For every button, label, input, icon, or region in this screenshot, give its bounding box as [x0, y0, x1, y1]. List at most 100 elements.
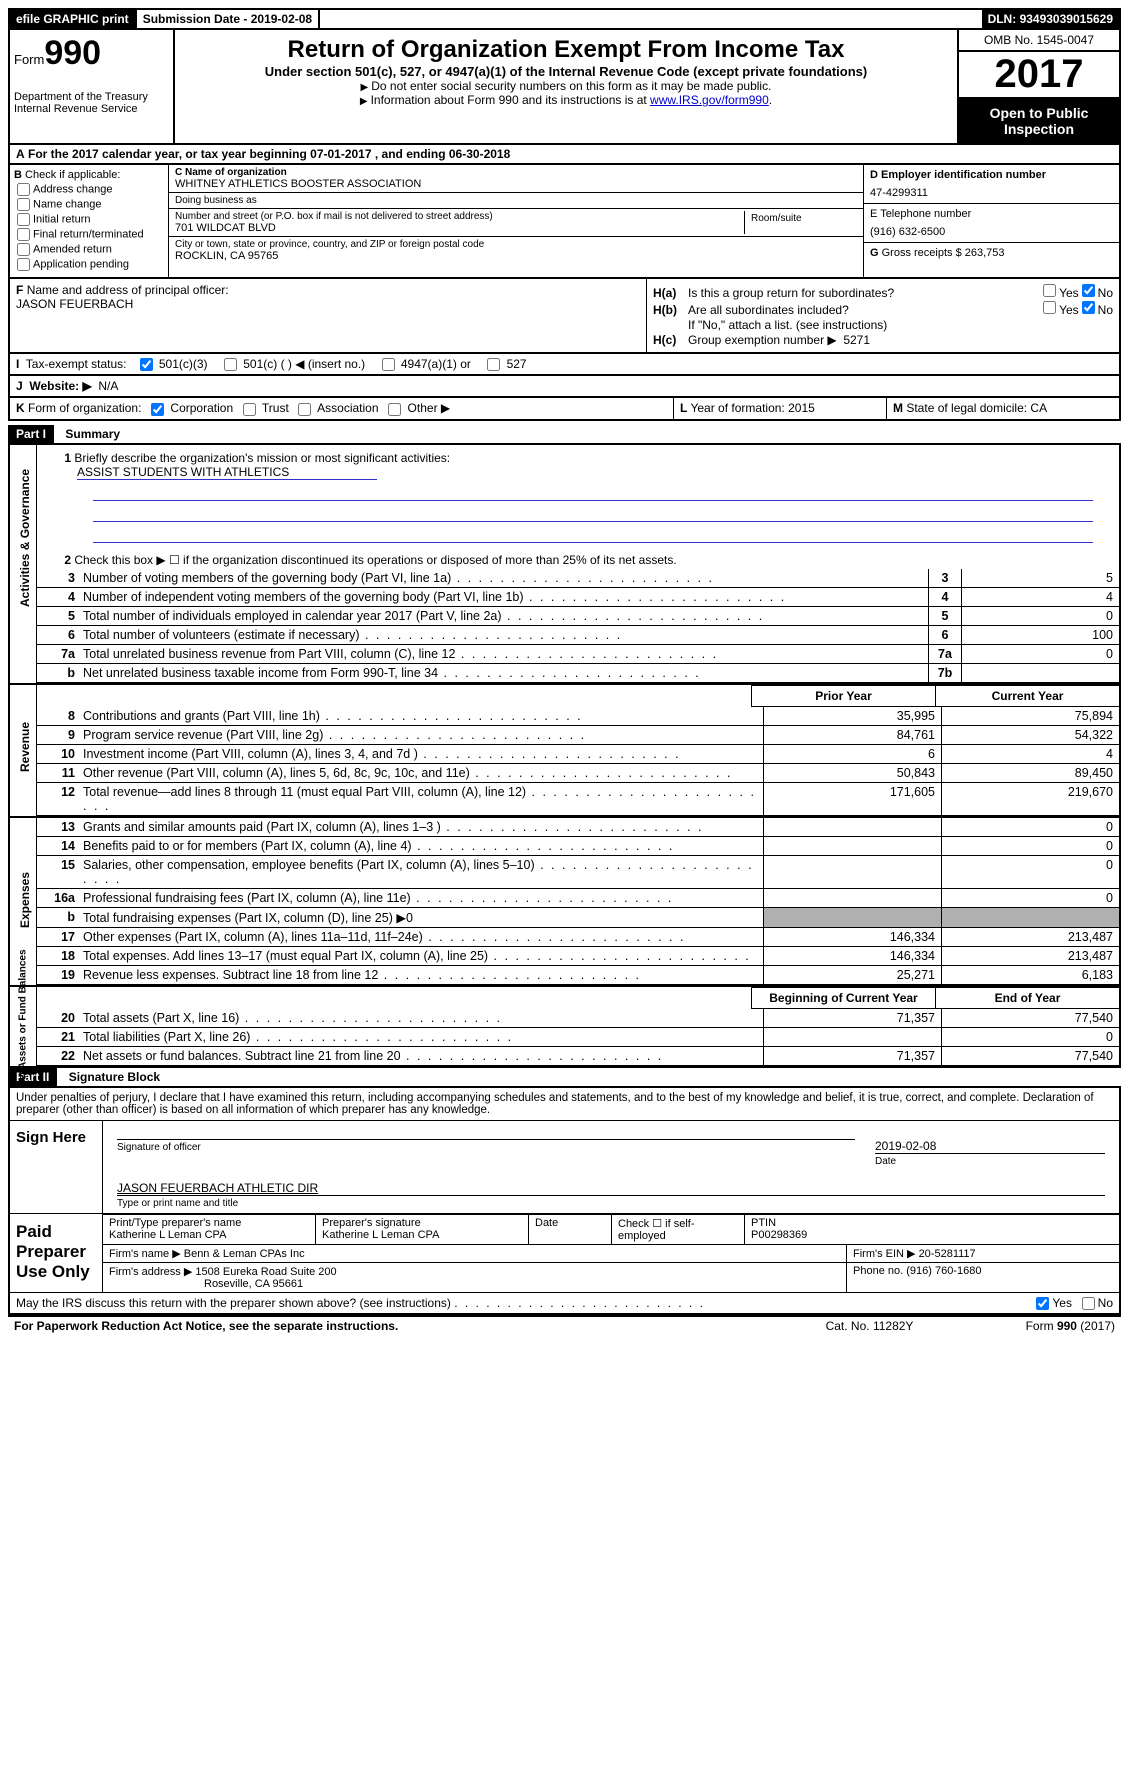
cb-corporation[interactable]	[151, 403, 164, 416]
part1-label: Part I	[8, 425, 54, 443]
omb-number: OMB No. 1545-0047	[959, 30, 1119, 52]
section-h: H(a) Is this a group return for subordin…	[646, 279, 1119, 352]
section-f: F Name and address of principal officer:…	[10, 279, 646, 352]
part1-net-assets: Net Assets or Fund Balances Beginning of…	[8, 987, 1121, 1068]
tax-year: 2017	[959, 52, 1119, 99]
irs-link[interactable]: www.IRS.gov/form990	[650, 93, 769, 107]
cb-address-change[interactable]: Address change	[14, 183, 164, 196]
summary-line: 6Total number of volunteers (estimate if…	[37, 626, 1119, 645]
block-fh: F Name and address of principal officer:…	[8, 279, 1121, 354]
cb-501c3[interactable]	[140, 358, 153, 371]
ha-yes[interactable]	[1043, 284, 1056, 297]
cb-amended-return[interactable]: Amended return	[14, 243, 164, 256]
form-number: 990	[44, 34, 101, 72]
col-end-year: End of Year	[935, 987, 1119, 1009]
year-formation: 2015	[788, 401, 815, 415]
section-klm: K Form of organization: Corporation Trus…	[8, 398, 1121, 420]
hb-no[interactable]	[1082, 301, 1095, 314]
section-i-tax-status: I Tax-exempt status: 501(c)(3) 501(c) ( …	[8, 354, 1121, 376]
col-beginning-year: Beginning of Current Year	[751, 987, 935, 1009]
street-value: 701 WILDCAT BLVD	[175, 222, 744, 234]
officer-name: JASON FEUERBACH	[16, 297, 133, 311]
cb-name-change[interactable]: Name change	[14, 198, 164, 211]
revenue-col-headers: Prior Year Current Year	[37, 685, 1119, 707]
sign-here-row: Sign Here Signature of officer 2019-02-0…	[10, 1120, 1119, 1213]
self-employed-check[interactable]: Check ☐ if self-employed	[612, 1214, 745, 1244]
h-note: If "No," attach a list. (see instruction…	[688, 318, 887, 332]
side-label-net-assets: Net Assets or Fund Balances	[10, 987, 37, 1066]
part1-governance: Activities & Governance 1 Briefly descri…	[8, 445, 1121, 685]
expense-line: 16aProfessional fundraising fees (Part I…	[37, 889, 1119, 908]
sign-here-label: Sign Here	[10, 1121, 103, 1213]
prep-name-label: Print/Type preparer's name	[109, 1217, 309, 1229]
col-current-year: Current Year	[935, 685, 1119, 707]
ha-text: Is this a group return for subordinates?	[688, 286, 1040, 300]
part1-expenses: Expenses 13Grants and similar amounts pa…	[8, 818, 1121, 987]
mission-text: ASSIST STUDENTS WITH ATHLETICS	[77, 465, 377, 480]
expense-line: 14Benefits paid to or for members (Part …	[37, 837, 1119, 856]
ein-label: D Employer identification number	[870, 169, 1113, 181]
header-left: Form990 Department of the Treasury Inter…	[10, 30, 175, 143]
net-col-headers: Beginning of Current Year End of Year	[37, 987, 1119, 1009]
revenue-line: 8Contributions and grants (Part VIII, li…	[37, 707, 1119, 726]
net-assets-line: 20Total assets (Part X, line 16)71,35777…	[37, 1009, 1119, 1028]
section-b-checkboxes: B Check if applicable: Address change Na…	[10, 165, 169, 277]
revenue-line: 12Total revenue—add lines 8 through 11 (…	[37, 783, 1119, 816]
submission-date: Submission Date - 2019-02-08	[137, 10, 320, 28]
phone-label: E Telephone number	[870, 208, 1113, 220]
ein-value: 47-4299311	[870, 187, 1113, 199]
dept-treasury: Department of the Treasury	[14, 91, 169, 103]
revenue-line: 11Other revenue (Part VIII, column (A), …	[37, 764, 1119, 783]
revenue-line: 9Program service revenue (Part VIII, lin…	[37, 726, 1119, 745]
street-label: Number and street (or P.O. box if mail i…	[175, 211, 744, 222]
efile-print[interactable]: efile GRAPHIC print	[10, 10, 137, 28]
cb-other[interactable]	[388, 403, 401, 416]
form-title: Return of Organization Exempt From Incom…	[181, 36, 951, 64]
form-label: Form	[14, 52, 44, 67]
org-name: WHITNEY ATHLETICS BOOSTER ASSOCIATION	[175, 178, 857, 190]
hb-text: Are all subordinates included?	[688, 303, 1040, 317]
sig-date: 2019-02-08	[875, 1127, 1105, 1154]
cb-527[interactable]	[487, 358, 500, 371]
part2-title: Signature Block	[69, 1070, 160, 1084]
cb-application-pending[interactable]: Application pending	[14, 258, 164, 271]
website-value: N/A	[98, 379, 118, 393]
firm-ein: 20-5281117	[919, 1248, 976, 1260]
form-footer: Form 990 (2017)	[1026, 1319, 1115, 1333]
ptin-value: P00298369	[751, 1229, 1113, 1241]
ha-no[interactable]	[1082, 284, 1095, 297]
org-name-label: C Name of organization	[175, 167, 857, 178]
firm-phone: (916) 760-1680	[906, 1265, 981, 1277]
prep-sig: Katherine L Leman CPA	[322, 1229, 522, 1241]
cat-no: Cat. No. 11282Y	[826, 1319, 1026, 1333]
part2-label: Part II	[8, 1068, 57, 1086]
line2: 2 Check this box ▶ ☐ if the organization…	[37, 551, 1119, 569]
summary-line: 7aTotal unrelated business revenue from …	[37, 645, 1119, 664]
header-right: OMB No. 1545-0047 2017 Open to Public In…	[957, 30, 1119, 143]
ssn-note: Do not enter social security numbers on …	[181, 79, 951, 93]
discuss-yes[interactable]	[1036, 1297, 1049, 1310]
cb-association[interactable]	[298, 403, 311, 416]
city-label: City or town, state or province, country…	[175, 239, 857, 250]
discuss-with-preparer: May the IRS discuss this return with the…	[10, 1292, 1119, 1313]
section-k: K Form of organization: Corporation Trus…	[10, 398, 673, 418]
expense-line: 15Salaries, other compensation, employee…	[37, 856, 1119, 889]
footer: For Paperwork Reduction Act Notice, see …	[8, 1315, 1121, 1335]
cb-final-return[interactable]: Final return/terminated	[14, 228, 164, 241]
part1-revenue: Revenue Prior Year Current Year 8Contrib…	[8, 685, 1121, 818]
cb-4947[interactable]	[382, 358, 395, 371]
ptin-label: PTIN	[751, 1217, 1113, 1229]
gross-receipts-value: 263,753	[965, 247, 1005, 259]
cb-501c[interactable]	[224, 358, 237, 371]
discuss-no[interactable]	[1082, 1297, 1095, 1310]
hb-yes[interactable]	[1043, 301, 1056, 314]
sig-officer-label: Signature of officer	[117, 1142, 865, 1153]
section-a-taxyear: A For the 2017 calendar year, or tax yea…	[8, 145, 1121, 165]
perjury-declaration: Under penalties of perjury, I declare th…	[10, 1088, 1119, 1120]
form-header: Form990 Department of the Treasury Inter…	[8, 30, 1121, 145]
dln: DLN: 93493039015629	[982, 10, 1119, 28]
cb-trust[interactable]	[243, 403, 256, 416]
city-value: ROCKLIN, CA 95765	[175, 250, 857, 262]
part1-header-bar: Part I Summary	[8, 425, 1121, 445]
cb-initial-return[interactable]: Initial return	[14, 213, 164, 226]
